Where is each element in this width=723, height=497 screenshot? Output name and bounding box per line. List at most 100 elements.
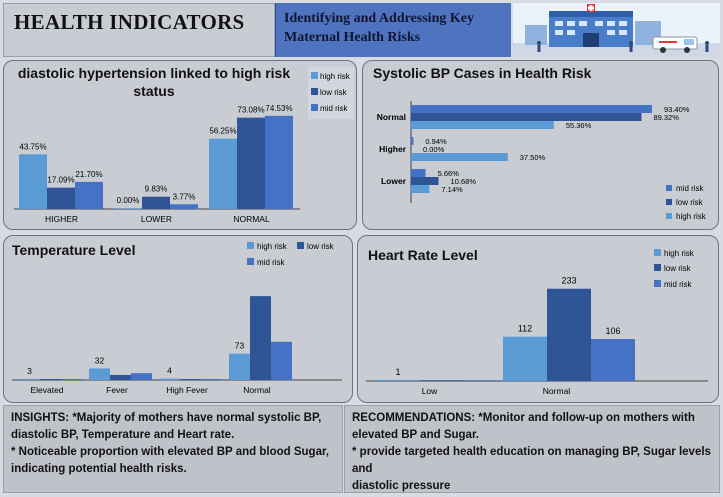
diastolic-panel: diastolic hypertension linked to high ri… bbox=[3, 60, 357, 230]
legend-swatch-high-risk bbox=[666, 213, 672, 219]
data-label-lower-high-risk: 7.14% bbox=[441, 185, 463, 194]
legend-label-mid-risk: mid risk bbox=[257, 258, 286, 267]
bar-normal-mid-risk bbox=[411, 105, 652, 113]
bar-normal-low-risk bbox=[250, 296, 271, 380]
legend-swatch-high-risk bbox=[654, 249, 661, 256]
data-label-normal-high-risk: 55.36% bbox=[566, 121, 592, 130]
x-tick-lower: LOWER bbox=[141, 214, 172, 224]
page-title: HEALTH INDICATORS bbox=[14, 10, 245, 34]
systolic-chart: mid risk low risk high risk 93.40%89.32%… bbox=[377, 101, 707, 221]
recommendations-box: RECOMMENDATIONS: *Monitor and follow-up … bbox=[344, 405, 720, 493]
x-tick-higher: HIGHER bbox=[45, 214, 78, 224]
hospital-illustration bbox=[513, 3, 720, 57]
bar-lower-mid-risk bbox=[170, 204, 198, 209]
data-label-fever-high-risk: 32 bbox=[95, 355, 105, 365]
legend-label-high-risk: high risk bbox=[320, 72, 351, 81]
legend-swatch-mid-risk bbox=[666, 185, 672, 191]
temperature-chart-title: Temperature Level bbox=[12, 242, 136, 258]
subtitle-line-2: Maternal Health Risks bbox=[284, 30, 421, 45]
data-label-lower-low-risk: 10.68% bbox=[451, 177, 477, 186]
legend-swatch-low-risk bbox=[654, 264, 661, 271]
diastolic-title-line-2: status bbox=[133, 83, 175, 99]
legend-swatch-mid-risk bbox=[654, 280, 661, 287]
systolic-panel: Systolic BP Cases in Health Risk mid ris… bbox=[362, 60, 719, 230]
bar-lower-low-risk bbox=[142, 196, 170, 209]
x-tick-low: Low bbox=[422, 386, 438, 396]
bar-normal-high-risk bbox=[229, 353, 250, 380]
temperature-chart: high risk low risk mid risk 3 Elevated 32 F… bbox=[12, 242, 342, 395]
bar-normal-mid-risk bbox=[271, 341, 292, 380]
legend-label-low-risk: low risk bbox=[664, 264, 692, 273]
x-tick-fever: Fever bbox=[106, 385, 128, 395]
x-tick-high-fever: High Fever bbox=[166, 385, 208, 395]
bar-lower-mid-risk bbox=[411, 169, 426, 177]
bar-higher-mid-risk bbox=[75, 181, 103, 209]
systolic-chart-title: Systolic BP Cases in Health Risk bbox=[373, 65, 592, 81]
bar-lower-high-risk bbox=[114, 208, 142, 209]
data-label-high-fever-high-risk: 4 bbox=[167, 366, 172, 376]
page-subtitle: Identifying and Addressing Key Maternal … bbox=[284, 9, 505, 47]
data-label-normal-mid-risk: 93.40% bbox=[664, 105, 690, 114]
data-label-normal-low-risk: 73.08% bbox=[237, 106, 264, 115]
bar-normal-high-risk bbox=[209, 138, 237, 209]
heartrate-chart: high risk low risk mid risk 1 Low 112 233 10… bbox=[366, 249, 708, 396]
bar-low-high-risk bbox=[376, 380, 420, 381]
bar-normal-low-risk bbox=[547, 288, 591, 381]
data-label-normal-mid-risk: 74.53% bbox=[265, 104, 292, 113]
legend-label-high-risk: high risk bbox=[664, 249, 695, 258]
bar-normal-mid-risk bbox=[265, 115, 293, 209]
bar-elevated-low-risk bbox=[40, 379, 61, 380]
insights-line-2: diastolic BP, Temperature and Heart rate… bbox=[11, 429, 235, 441]
legend-swatch-mid-risk bbox=[247, 258, 254, 265]
data-label-lower-mid-risk: 3.77% bbox=[173, 192, 196, 201]
data-label-higher-low-risk: 0.00% bbox=[423, 145, 445, 154]
insights-box: INSIGHTS: *Majority of mothers have norm… bbox=[3, 405, 343, 493]
insights-line-4: indicating potential health risks. bbox=[11, 463, 187, 475]
bar-high-fever-low-risk bbox=[180, 379, 201, 380]
data-label-normal-high-risk: 112 bbox=[518, 324, 532, 334]
bar-fever-low-risk bbox=[110, 374, 131, 380]
recommendations-line-1: RECOMMENDATIONS: *Monitor and follow-up … bbox=[352, 412, 695, 424]
systolic-legend: mid risk low risk high risk bbox=[666, 184, 707, 221]
recommendations-line-4: diastolic pressure bbox=[352, 480, 451, 492]
data-label-normal-high-risk: 73 bbox=[235, 341, 245, 351]
heartrate-chart-title: Heart Rate Level bbox=[368, 247, 478, 263]
data-label-higher-mid-risk: 0.94% bbox=[425, 137, 447, 146]
legend-label-low-risk: low risk bbox=[676, 198, 704, 207]
legend-swatch-low-risk bbox=[311, 88, 318, 95]
bar-normal-high-risk bbox=[411, 121, 554, 129]
data-label-normal-low-risk: 233 bbox=[561, 276, 576, 286]
data-label-lower-mid-risk: 5.66% bbox=[438, 169, 460, 178]
legend-label-low-risk: low risk bbox=[307, 242, 335, 251]
bar-higher-high-risk bbox=[411, 153, 508, 161]
hospital-icon bbox=[513, 3, 720, 57]
legend-label-high-risk: high risk bbox=[676, 212, 707, 221]
legend-label-mid-risk: mid risk bbox=[320, 104, 349, 113]
data-label-higher-high-risk: 43.75% bbox=[19, 142, 46, 151]
bar-normal-low-risk bbox=[237, 117, 265, 209]
insights-line-3: * Noticeable proportion with elevated BP… bbox=[11, 446, 329, 458]
recommendations-line-2: elevated BP and Sugar. bbox=[352, 429, 479, 441]
data-label-lower-low-risk: 9.83% bbox=[145, 185, 168, 194]
data-label-normal-low-risk: 89.32% bbox=[653, 113, 679, 122]
heartrate-panel: Heart Rate Level high risk low risk mid … bbox=[357, 235, 719, 403]
data-label-normal-high-risk: 56.25% bbox=[209, 127, 236, 136]
bar-higher-high-risk bbox=[19, 154, 47, 209]
bar-normal-mid-risk bbox=[591, 339, 635, 381]
bar-fever-high-risk bbox=[89, 368, 110, 380]
bar-elevated-mid-risk bbox=[61, 379, 82, 380]
bar-high-fever-high-risk bbox=[159, 378, 180, 380]
x-tick-elevated: Elevated bbox=[30, 385, 63, 395]
title-box: HEALTH INDICATORS bbox=[3, 3, 275, 57]
bar-lower-low-risk bbox=[411, 177, 439, 185]
data-label-low-high-risk: 1 bbox=[395, 367, 400, 377]
recommendations-line-3: * provide targeted health education on m… bbox=[352, 446, 711, 475]
bar-low-low-risk bbox=[420, 380, 464, 381]
x-tick-normal: Normal bbox=[243, 385, 271, 395]
legend-swatch-low-risk bbox=[666, 199, 672, 205]
diastolic-chart-title: diastolic hypertension linked to high ri… bbox=[4, 64, 304, 100]
legend-swatch-high-risk bbox=[311, 72, 318, 79]
y-tick-higher: Higher bbox=[379, 144, 407, 154]
x-tick-normal: Normal bbox=[543, 386, 571, 396]
bar-higher-low-risk bbox=[47, 187, 75, 209]
